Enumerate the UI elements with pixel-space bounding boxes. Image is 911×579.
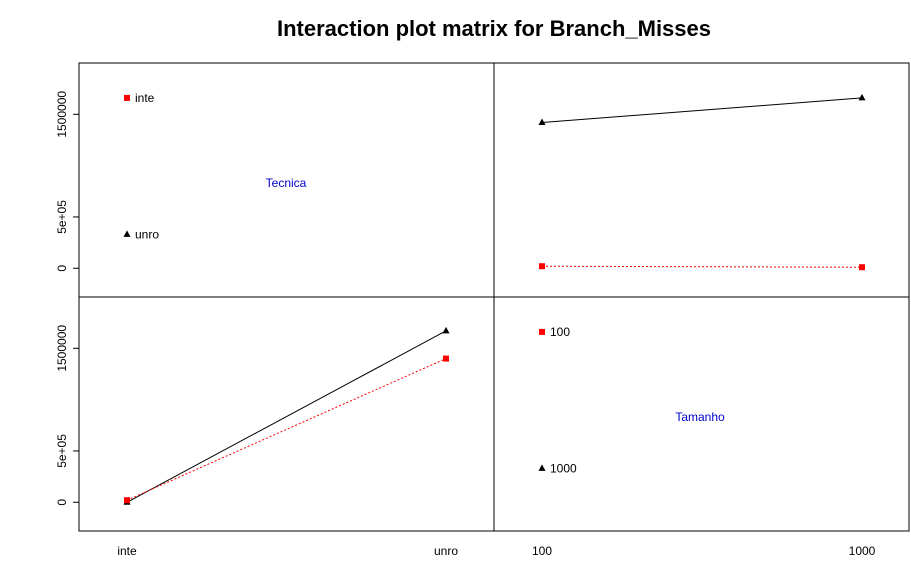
y-tick-label: 0 <box>55 499 69 506</box>
diag-tecnica-level-marker <box>123 230 131 237</box>
diag-tamanho-level-marker <box>539 328 545 335</box>
y-tick-label: 5e+05 <box>55 200 69 234</box>
y-tick-label: 1500000 <box>55 325 69 372</box>
diag-tecnica-level-label: inte <box>135 91 155 105</box>
y-tick-label: 1500000 <box>55 91 69 138</box>
y-tick-label: 5e+05 <box>55 434 69 468</box>
panel-top-right-series-line <box>541 265 863 268</box>
panel-bottom-left-series-line <box>126 358 447 501</box>
panel-bottom-left-point <box>442 326 450 334</box>
chart-title: Interaction plot matrix for Branch_Misse… <box>277 16 711 41</box>
panel-bottom-left-point <box>443 355 449 362</box>
panel-top-right-series-line <box>541 97 863 124</box>
diag-tecnica-variable-name: Tecnica <box>266 176 307 190</box>
diag-tecnica-level-marker <box>124 94 130 101</box>
diag-tamanho-level-marker <box>538 464 546 471</box>
panel-bottom-left-point <box>124 497 130 504</box>
panel-top-right-point <box>538 118 546 126</box>
x-tick-label: 100 <box>532 544 552 558</box>
diag-tamanho-level-label: 100 <box>550 325 570 339</box>
panel-top-right-point <box>539 263 545 270</box>
x-tick-label: inte <box>117 544 137 558</box>
panel-top-right-point <box>859 264 865 271</box>
x-tick-label: 1000 <box>849 544 876 558</box>
y-tick-label: 0 <box>55 265 69 272</box>
x-tick-label: unro <box>434 544 458 558</box>
diag-tamanho-level-label: 1000 <box>550 461 577 475</box>
panel-bottom-left-series-line <box>126 330 447 503</box>
diag-tecnica-level-label: unro <box>135 227 159 241</box>
panel-top-right-point <box>858 93 866 101</box>
diag-tamanho-variable-name: Tamanho <box>675 410 725 424</box>
